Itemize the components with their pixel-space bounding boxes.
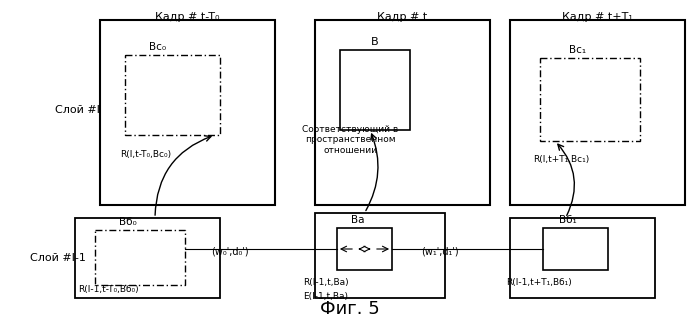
Bar — [125, 55, 220, 135]
Bar — [75, 218, 220, 298]
Bar — [95, 230, 185, 285]
Bar — [100, 20, 275, 205]
Bar — [540, 58, 640, 141]
Text: Соответствующий в
пространственном
отношении: Соответствующий в пространственном отнош… — [302, 125, 398, 155]
Text: Кадр # t: Кадр # t — [377, 12, 428, 22]
Bar — [340, 50, 410, 130]
Bar — [510, 218, 655, 298]
Text: Bб₁: Bб₁ — [559, 215, 577, 225]
Text: R(l-1,t-T₀,Bб₀): R(l-1,t-T₀,Bб₀) — [78, 285, 138, 294]
Text: (w₀',d₀'): (w₀',d₀') — [211, 247, 249, 257]
Text: R(l-1,t+T₁,Bб₁): R(l-1,t+T₁,Bб₁) — [506, 278, 572, 287]
Text: R(l,t-T₀,Bс₀): R(l,t-T₀,Bс₀) — [120, 150, 171, 159]
Text: Слой #l: Слой #l — [55, 105, 100, 115]
Text: Слой #l-1: Слой #l-1 — [30, 253, 86, 263]
Text: (w₁',d₁'): (w₁',d₁') — [421, 247, 459, 257]
Text: E(l-1,t,Bа): E(l-1,t,Bа) — [303, 292, 349, 301]
Text: Кадр # t-T₀: Кадр # t-T₀ — [155, 12, 219, 22]
Bar — [315, 213, 445, 298]
Text: Bб₀: Bб₀ — [119, 217, 137, 227]
Bar — [543, 228, 608, 270]
Text: R(l-1,t,Bа): R(l-1,t,Bа) — [303, 278, 349, 287]
Bar — [315, 20, 490, 205]
Bar — [510, 20, 685, 205]
Text: Кадр # t+T₁: Кадр # t+T₁ — [562, 12, 633, 22]
Text: Bа: Bа — [352, 215, 365, 225]
Text: Bс₀: Bс₀ — [150, 42, 166, 52]
Text: Bс₁: Bс₁ — [570, 45, 586, 55]
Text: B: B — [371, 37, 379, 47]
Text: Фиг. 5: Фиг. 5 — [319, 300, 380, 318]
Bar — [337, 228, 392, 270]
Text: R(l,t+T₁,Bс₁): R(l,t+T₁,Bс₁) — [533, 155, 589, 164]
